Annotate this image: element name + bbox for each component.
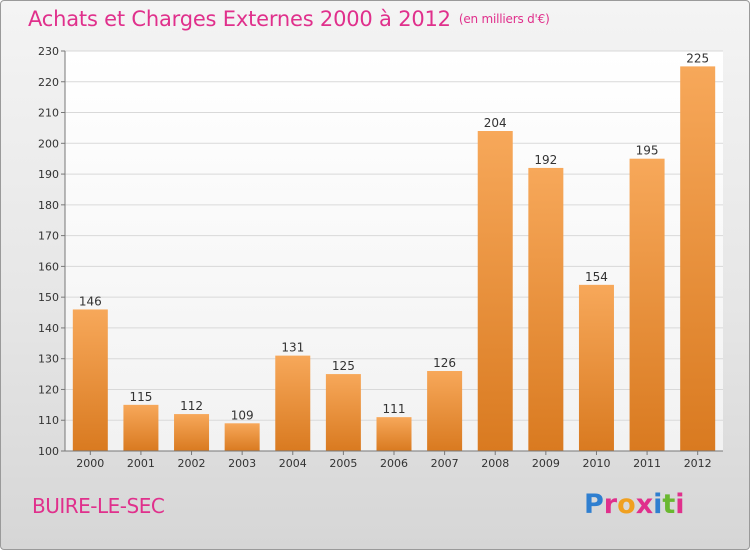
x-tick-label-2010: 2010 [582,457,610,470]
axes: 100 110 120 130 140 150 160 170 180 190 200 210 220 2… [38,45,723,470]
y-tick-label: 160 [38,260,59,273]
data-label-2011: 195 [636,144,659,158]
bar-2007 [427,371,463,451]
y-tick-label: 120 [38,383,59,396]
bar-2000 [72,309,108,451]
data-label-2012: 225 [686,51,709,65]
bar-2011 [629,158,665,451]
x-tick-label-2000: 2000 [76,457,104,470]
y-tick-label: 220 [38,76,59,89]
data-label-2005: 125 [332,359,355,373]
logo-letter: i [675,489,685,520]
data-label-2004: 131 [281,341,304,355]
bar-2001 [123,404,159,451]
data-label-2009: 192 [534,153,557,167]
y-tick-label: 180 [38,199,59,212]
data-label-2010: 154 [585,270,608,284]
x-tick-label-2002: 2002 [178,457,206,470]
bar-2003 [224,423,260,451]
x-tick-label-2005: 2005 [329,457,357,470]
data-label-2000: 146 [79,294,102,308]
y-tick-label: 110 [38,414,59,427]
y-tick-label: 170 [38,230,59,243]
location-label: BUIRE-LE-SEC [32,494,165,518]
grid-lines [65,50,723,452]
logo-letter: i [653,489,663,520]
bar-2008 [477,131,513,451]
y-tick-label: 230 [38,45,59,58]
chart-unit-label: (en milliers d'€) [458,12,550,26]
x-tick-label-2004: 2004 [279,457,307,470]
x-tick-label-2001: 2001 [127,457,155,470]
bar-2002 [174,414,210,451]
bar-2010 [578,284,614,451]
x-tick-label-2006: 2006 [380,457,408,470]
chart-title-text: Achats et Charges Externes 2000 à 2012 [28,7,451,31]
bar-2012 [680,66,716,451]
x-tick-label-2009: 2009 [532,457,560,470]
data-label-2007: 126 [433,356,456,370]
logo-letter: r [603,489,618,520]
bar-2005 [325,374,361,451]
x-tick-label-2003: 2003 [228,457,256,470]
bar-2009 [528,167,564,451]
logo-letter: x [635,489,654,520]
y-tick-label: 210 [38,107,59,120]
chart-title: Achats et Charges Externes 2000 à 2012 (e… [28,7,550,31]
x-tick-label-2007: 2007 [431,457,459,470]
bar-2004 [275,355,311,451]
y-tick-label: 140 [38,322,59,335]
plot-area [65,51,723,451]
y-tick-label: 150 [38,291,59,304]
data-label-2001: 115 [129,390,152,404]
proxiti-logo[interactable]: Proxiti [584,489,685,520]
y-tick-label: 200 [38,137,59,150]
x-tick-label-2011: 2011 [633,457,661,470]
data-label-2002: 112 [180,399,203,413]
y-tick-label: 100 [38,445,59,458]
logo-letter: P [584,489,604,520]
data-label-2006: 111 [383,402,406,416]
y-tick-label: 130 [38,353,59,366]
x-tick-label-2012: 2012 [684,457,712,470]
y-tick-label: 190 [38,168,59,181]
data-label-2003: 109 [231,408,254,422]
logo-letter: t [662,489,676,520]
data-label-2008: 204 [484,116,507,130]
x-tick-label-2008: 2008 [481,457,509,470]
bars: 146 115 112 109 131 125 111 126 204 192 154 195 225 [72,51,716,451]
bar-2006 [376,417,412,451]
logo-letter: o [617,489,636,520]
